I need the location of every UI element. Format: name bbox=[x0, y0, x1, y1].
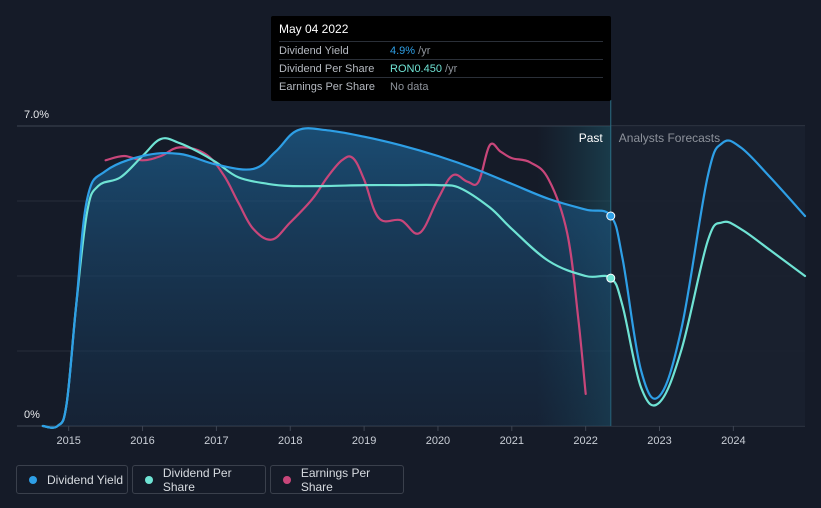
legend-label: Earnings Per Share bbox=[300, 465, 371, 494]
tooltip-row-earnings-per-share: Earnings Per Share No data bbox=[279, 77, 603, 95]
legend-dividend-per-share[interactable]: Dividend Per Share bbox=[132, 465, 266, 494]
earnings-per-share-line bbox=[104, 142, 587, 395]
dividend-yield-marker bbox=[606, 211, 616, 221]
x-tick-label: 2019 bbox=[352, 435, 376, 447]
tooltip-unit: /yr bbox=[441, 62, 458, 75]
tooltip-label: Earnings Per Share bbox=[279, 80, 375, 93]
series-markers bbox=[606, 211, 616, 283]
tooltip-label: Dividend Yield bbox=[279, 44, 349, 57]
x-tick-label: 2023 bbox=[647, 435, 671, 447]
x-tick-label: 2016 bbox=[130, 435, 154, 447]
tooltip: May 04 2022 Dividend Yield 4.9% /yr Divi… bbox=[271, 16, 611, 101]
x-tick-label: 2018 bbox=[278, 435, 302, 447]
chart-labels: 7.0% 0% Past Analysts Forecasts bbox=[24, 109, 720, 421]
x-tick-label: 2015 bbox=[56, 435, 80, 447]
legend-dot-icon bbox=[29, 475, 37, 484]
x-tick-label: 2017 bbox=[204, 435, 228, 447]
y-tick-label-top: 7.0% bbox=[24, 109, 49, 121]
tooltip-unit: /yr bbox=[415, 44, 431, 57]
dividend-yield-area bbox=[42, 128, 611, 428]
x-tick-label: 2020 bbox=[426, 435, 450, 447]
tooltip-row-dividend-per-share: Dividend Per Share RON0.450 /yr bbox=[279, 59, 603, 77]
y-tick-label-bottom: 0% bbox=[24, 409, 40, 421]
tooltip-value: No data bbox=[390, 80, 429, 93]
tooltip-label: Dividend Per Share bbox=[279, 62, 375, 75]
x-axis: 2015 2016 2017 2018 2019 2020 2021 2022 2023 2024 bbox=[56, 426, 746, 447]
legend-dividend-yield[interactable]: Dividend Yield bbox=[16, 465, 128, 494]
tooltip-value: 4.9% bbox=[390, 44, 416, 57]
dividend-yield-line bbox=[41, 127, 807, 429]
tooltip-value: RON0.450 bbox=[390, 62, 442, 75]
legend-dot-icon bbox=[145, 475, 153, 484]
forecast-label: Analysts Forecasts bbox=[619, 131, 720, 145]
x-tick-label: 2024 bbox=[721, 435, 745, 447]
dividend-per-share-line bbox=[41, 137, 807, 429]
tooltip-date: May 04 2022 bbox=[279, 22, 349, 36]
legend-label: Dividend Yield bbox=[47, 472, 124, 487]
x-tick-label: 2021 bbox=[500, 435, 524, 447]
x-tick-label: 2022 bbox=[573, 435, 597, 447]
dividend-per-share-marker bbox=[606, 273, 616, 283]
tooltip-row-dividend-yield: Dividend Yield 4.9% /yr bbox=[279, 41, 603, 59]
yield-area bbox=[42, 128, 611, 428]
past-label: Past bbox=[579, 131, 604, 145]
series-lines bbox=[41, 127, 807, 429]
legend-label: Dividend Per Share bbox=[162, 465, 232, 494]
legend-earnings-per-share[interactable]: Earnings Per Share bbox=[270, 465, 404, 494]
legend-dot-icon bbox=[283, 475, 291, 484]
